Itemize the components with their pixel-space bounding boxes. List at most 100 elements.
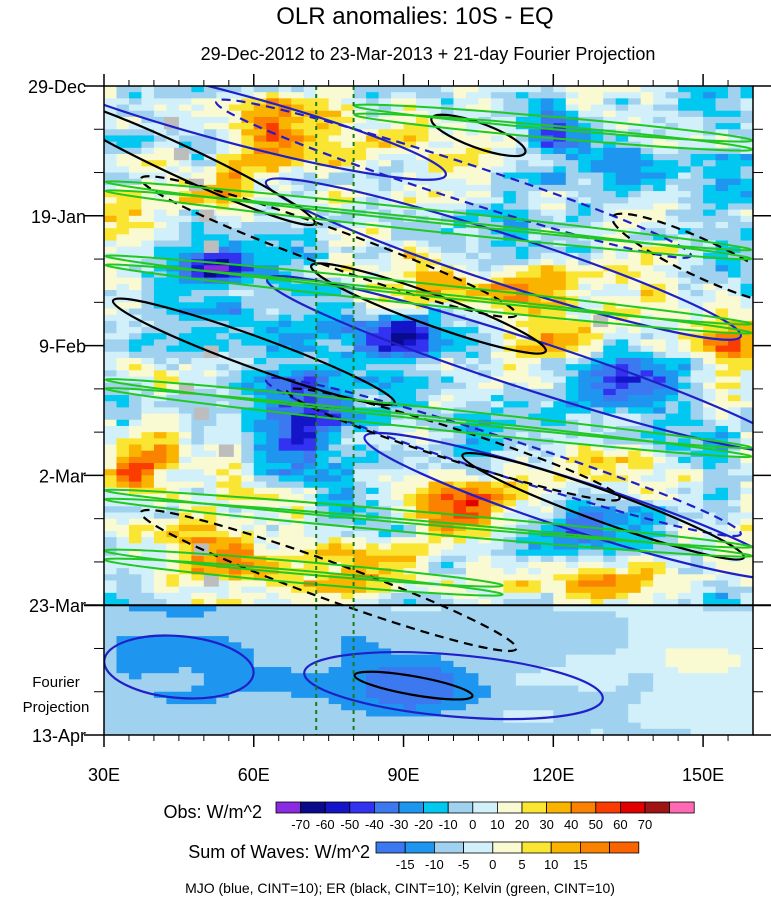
field-cell — [740, 153, 753, 161]
field-cell — [391, 178, 405, 186]
field-cell — [153, 265, 167, 273]
field-cell — [478, 141, 492, 149]
field-cell — [104, 636, 118, 643]
field-cell — [603, 388, 617, 396]
field-cell — [478, 395, 492, 402]
field-cell — [141, 586, 155, 594]
field-cell — [266, 357, 280, 365]
field-cell — [528, 339, 542, 347]
field-cell — [665, 636, 679, 643]
field-cell — [603, 265, 617, 273]
field-cell — [728, 228, 742, 235]
field-cell — [653, 135, 667, 143]
field-cell — [316, 296, 330, 303]
field-cell — [490, 549, 504, 557]
field-cell — [428, 561, 442, 569]
field-cell — [578, 147, 592, 155]
field-cell — [553, 184, 567, 192]
field-cell — [628, 92, 642, 99]
field-cell — [241, 339, 255, 347]
field-cell — [440, 357, 455, 365]
field-cell — [291, 500, 305, 507]
field-cell — [153, 104, 167, 112]
field-cell — [141, 296, 155, 303]
field-cell — [416, 351, 430, 359]
field-cell — [291, 438, 305, 446]
field-cell — [241, 512, 255, 520]
field-cell — [128, 92, 143, 99]
field-cell — [715, 351, 729, 359]
field-cell — [640, 407, 654, 415]
field-cell — [528, 116, 542, 124]
field-cell — [690, 110, 704, 118]
field-cell — [291, 234, 305, 242]
field-cell — [116, 327, 130, 334]
field-cell — [615, 184, 629, 192]
field-cell — [241, 407, 255, 415]
field-cell — [228, 370, 242, 378]
field-cell — [603, 518, 617, 526]
field-cell — [615, 450, 629, 458]
field-cell — [503, 660, 517, 668]
field-cell — [540, 110, 554, 118]
field-cell — [341, 364, 355, 371]
field-cell — [740, 166, 753, 174]
field-cell — [266, 314, 280, 322]
field-cell — [628, 469, 642, 476]
field-cell — [503, 531, 517, 538]
field-cell — [490, 469, 504, 476]
field-cell — [515, 345, 529, 353]
field-cell — [278, 98, 292, 106]
field-cell — [453, 518, 467, 526]
field-cell — [565, 636, 579, 643]
field-cell — [428, 456, 442, 464]
field-cell — [416, 444, 430, 452]
field-cell — [191, 636, 205, 643]
field-cell — [378, 413, 392, 421]
field-cell — [228, 302, 242, 310]
field-cell — [653, 592, 667, 600]
field-cell — [528, 333, 542, 341]
field-cell — [628, 475, 642, 483]
field-cell — [490, 605, 504, 612]
field-cell — [690, 209, 704, 217]
field-cell — [403, 487, 417, 495]
field-cell — [640, 617, 654, 625]
field-cell — [328, 320, 342, 328]
field-cell — [316, 568, 330, 575]
field-cell — [690, 586, 704, 594]
field-cell — [528, 203, 542, 211]
field-cell — [540, 370, 554, 378]
field-cell — [603, 209, 617, 217]
field-cell — [728, 277, 742, 285]
field-cell — [403, 172, 417, 180]
field-cell — [590, 160, 604, 167]
field-cell — [440, 636, 455, 643]
field-cell — [391, 537, 405, 544]
field-cell — [228, 252, 242, 260]
field-cell — [303, 654, 317, 662]
field-cell — [503, 425, 517, 433]
field-cell — [403, 524, 417, 532]
field-cell — [141, 252, 155, 260]
field-cell — [678, 228, 692, 235]
field-cell — [628, 147, 642, 155]
field-cell — [253, 543, 267, 551]
field-cell — [428, 339, 442, 347]
field-cell — [178, 302, 192, 310]
field-cell — [728, 642, 742, 650]
field-cell — [728, 568, 742, 575]
field-cell — [416, 333, 430, 341]
field-cell — [141, 302, 155, 310]
field-cell — [403, 611, 417, 619]
field-cell — [253, 524, 267, 532]
field-cell — [453, 197, 467, 205]
field-cell — [515, 580, 529, 588]
field-cell — [590, 191, 604, 198]
field-cell — [515, 574, 529, 582]
field-cell — [116, 660, 130, 668]
field-cell — [578, 481, 592, 489]
field-cell — [628, 234, 642, 242]
field-cell — [116, 537, 130, 544]
field-cell — [291, 561, 305, 569]
